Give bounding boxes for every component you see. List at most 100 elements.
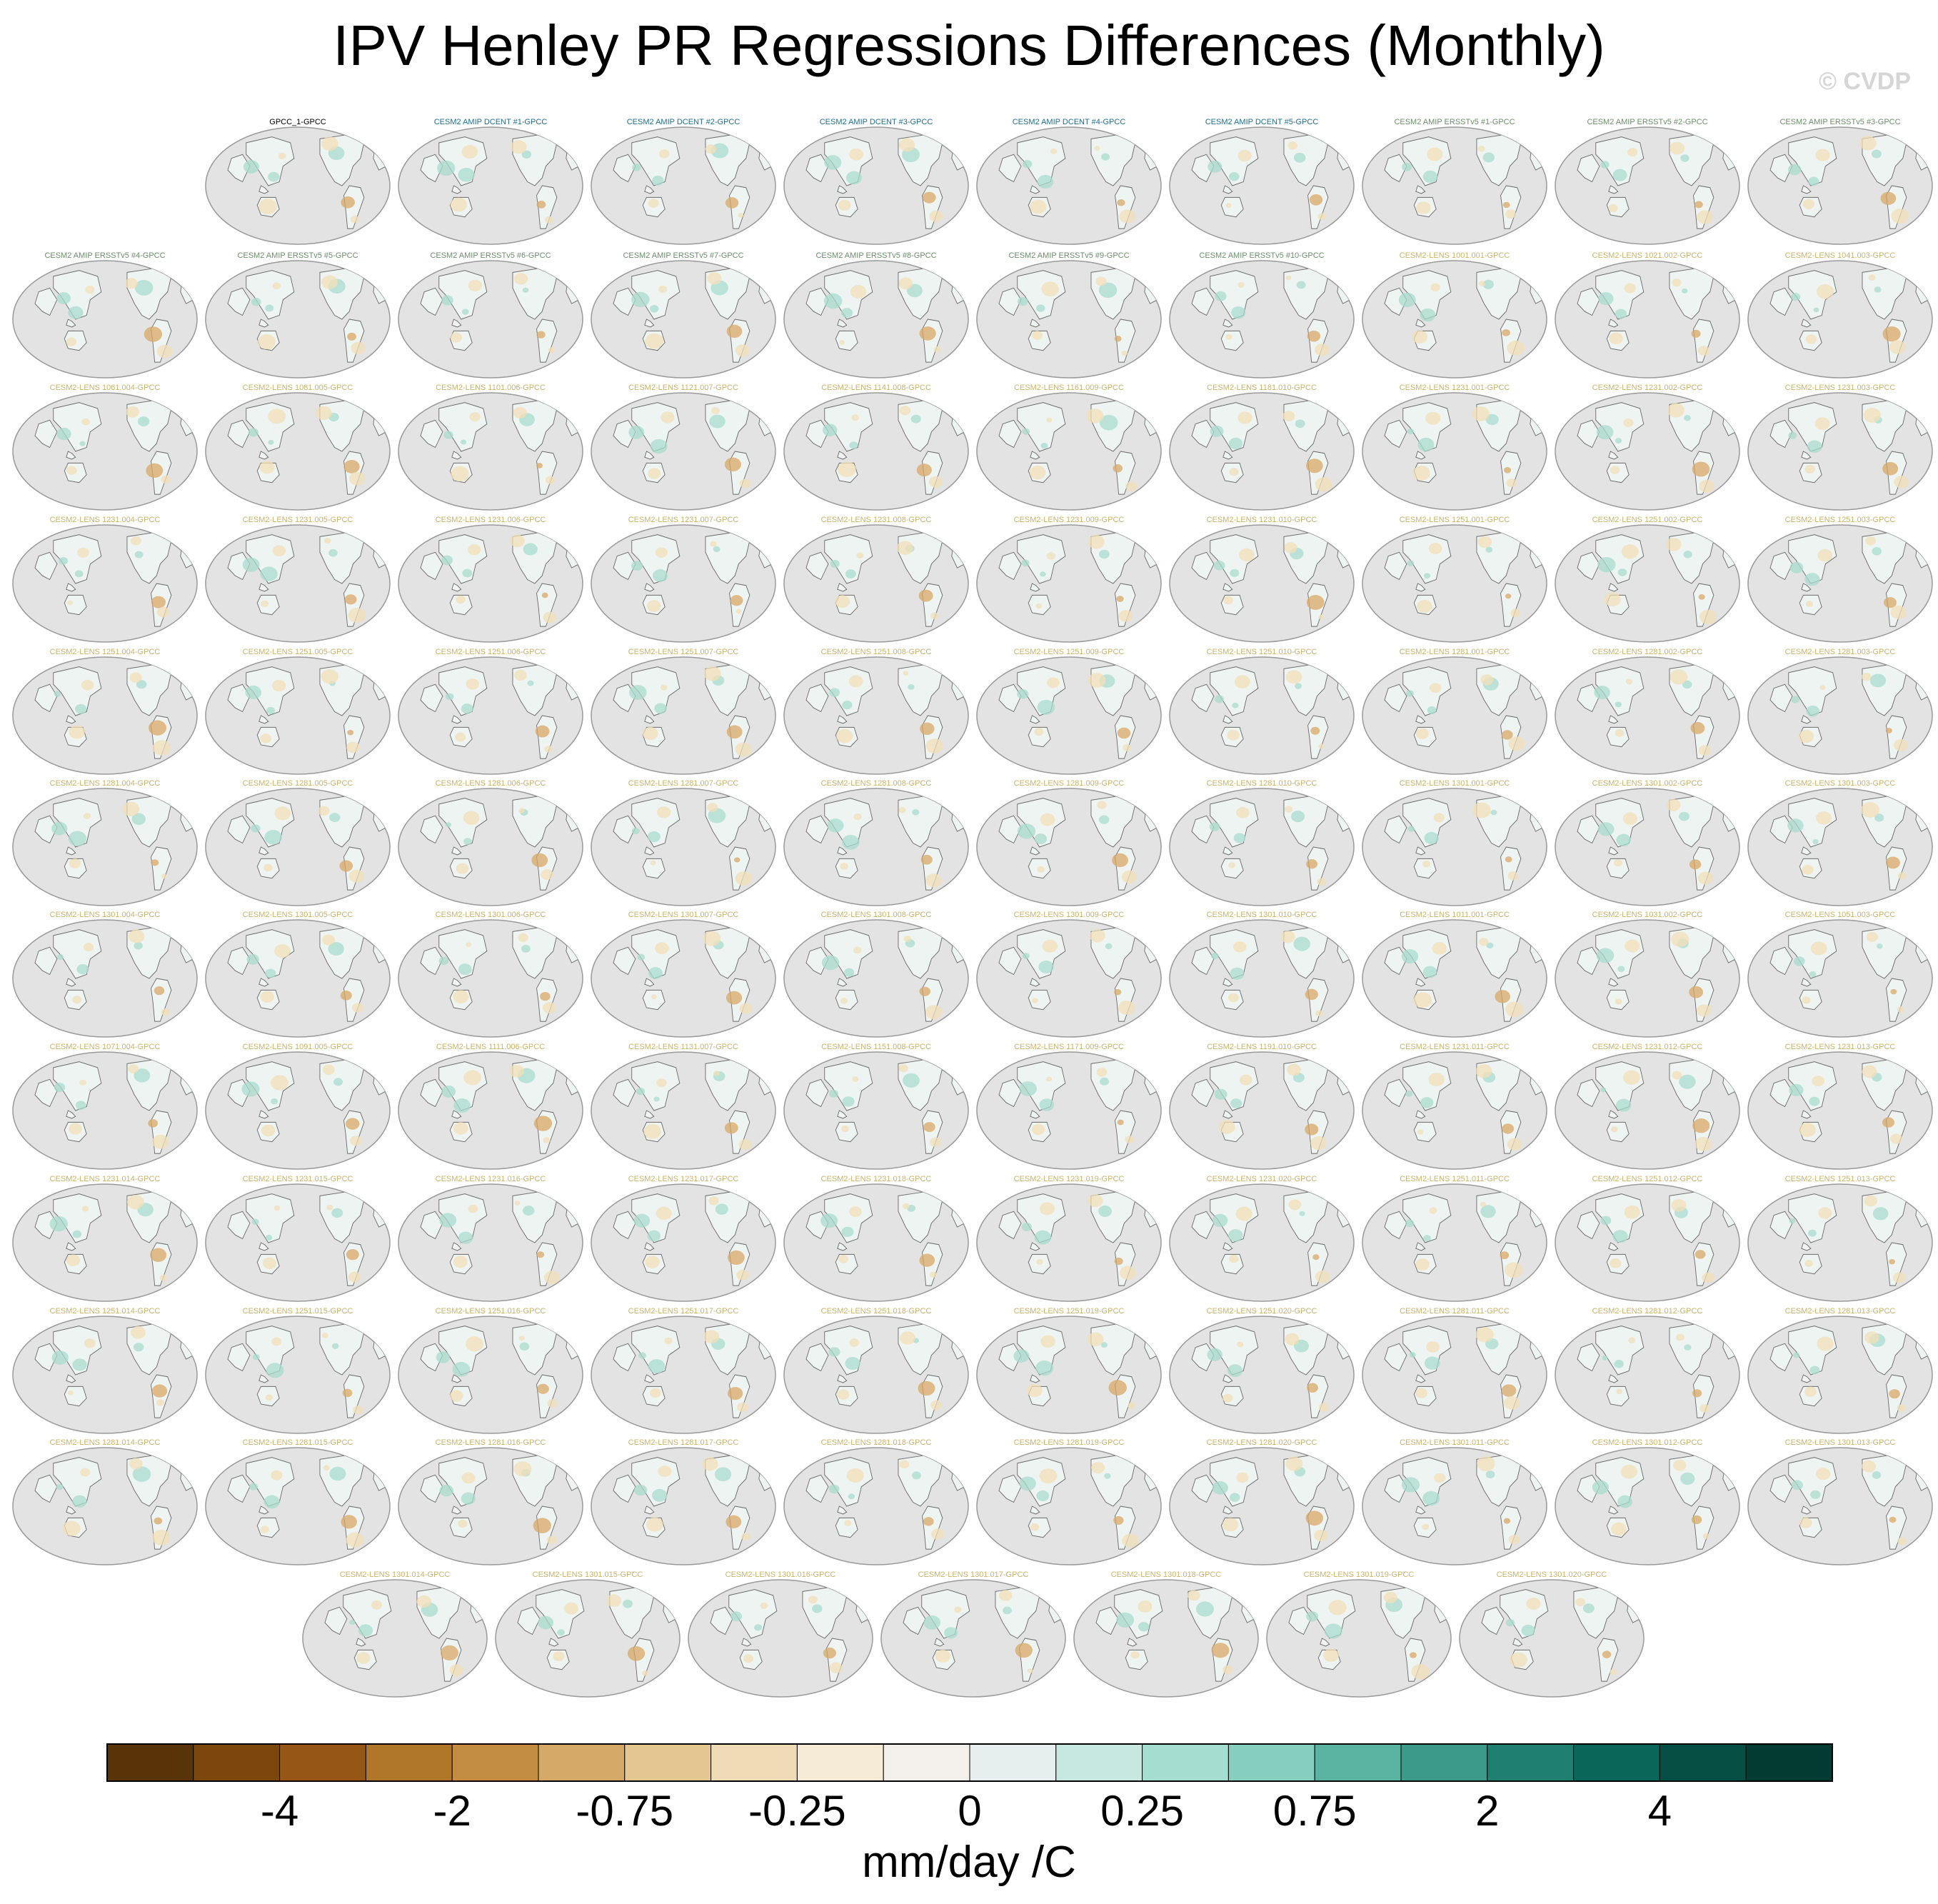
anomaly-patch xyxy=(66,337,77,346)
anomaly-patch xyxy=(1047,677,1060,688)
anomaly-patch xyxy=(1791,1480,1803,1490)
anomaly-patch xyxy=(1309,194,1323,206)
continent-outline xyxy=(1191,287,1215,316)
anomaly-patch xyxy=(852,1076,859,1082)
continent-outline xyxy=(824,270,873,320)
anomaly-patch xyxy=(553,1651,565,1661)
continent-outline xyxy=(1577,1343,1600,1372)
continent-outline xyxy=(1415,1242,1426,1251)
anomaly-patch xyxy=(1526,1598,1541,1610)
panel-title: CESM2-LENS 1231.005-GPCC xyxy=(243,516,353,524)
anomaly-patch xyxy=(853,813,862,821)
anomaly-patch xyxy=(159,1274,168,1281)
panel-title: CESM2-LENS 1301.008-GPCC xyxy=(821,911,932,919)
map-panel: CESM2-LENS 1251.011-GPCC xyxy=(1362,1175,1547,1302)
anomaly-patch xyxy=(1022,428,1030,435)
map-panel: CESM2-LENS 1301.010-GPCC xyxy=(1169,911,1355,1038)
continent-outline xyxy=(34,1078,58,1108)
anomaly-patch xyxy=(730,595,743,606)
anomaly-patch xyxy=(1871,149,1882,159)
anomaly-patch xyxy=(326,1204,333,1211)
anomaly-patch xyxy=(1239,548,1255,562)
anomaly-patch xyxy=(1233,833,1246,843)
anomaly-patch xyxy=(1237,411,1252,424)
anomaly-patch xyxy=(652,569,668,582)
anomaly-patch xyxy=(161,475,171,484)
continent-outline xyxy=(1577,419,1600,449)
anomaly-patch xyxy=(1602,1650,1612,1658)
anomaly-patch xyxy=(1597,822,1615,836)
anomaly-patch xyxy=(631,291,650,308)
anomaly-patch xyxy=(543,1271,560,1285)
anomaly-patch xyxy=(929,210,943,222)
anomaly-patch xyxy=(1237,281,1245,288)
continent-outline xyxy=(1608,1374,1619,1383)
panel-title: CESM2 AMIP ERSSTv5 #4-GPCC xyxy=(44,251,165,260)
anomaly-patch xyxy=(1501,1384,1517,1397)
anomaly-patch xyxy=(131,536,141,546)
anomaly-patch xyxy=(443,431,453,439)
anomaly-patch xyxy=(735,871,753,886)
anomaly-patch xyxy=(944,1627,958,1639)
anomaly-patch xyxy=(125,278,138,289)
colorbar-box xyxy=(1227,1743,1315,1782)
anomaly-patch xyxy=(656,1078,667,1088)
anomaly-patch xyxy=(900,1331,915,1345)
anomaly-patch xyxy=(1090,1461,1105,1474)
continent-outline xyxy=(1788,534,1837,584)
anomaly-patch xyxy=(623,1599,633,1608)
map-panel: CESM2-LENS 1251.013-GPCC xyxy=(1747,1175,1933,1302)
continent-outline xyxy=(1788,1193,1837,1243)
anomaly-patch xyxy=(1305,1510,1323,1526)
anomaly-patch xyxy=(148,1119,159,1128)
anomaly-patch xyxy=(80,1468,91,1477)
map-panel: CESM2-LENS 1281.005-GPCC xyxy=(205,779,391,906)
panel-title: CESM2-LENS 1231.011-GPCC xyxy=(1400,1043,1510,1051)
anomaly-patch xyxy=(1415,1388,1427,1398)
anomaly-patch xyxy=(264,830,282,845)
colorbar-tick-label: -0.25 xyxy=(748,1787,846,1835)
anomaly-patch xyxy=(358,1624,373,1637)
anomaly-patch xyxy=(760,1602,768,1609)
anomaly-patch xyxy=(736,1269,750,1281)
anomaly-patch xyxy=(248,1483,258,1490)
anomaly-patch xyxy=(49,1216,68,1232)
anomaly-patch xyxy=(69,858,81,868)
anomaly-patch xyxy=(1503,1518,1511,1524)
map-panel: CESM2-LENS 1281.018-GPCC xyxy=(783,1438,969,1565)
panel-title: CESM2-LENS 1281.019-GPCC xyxy=(1014,1438,1125,1447)
anomaly-patch xyxy=(1228,862,1235,868)
map-panel: GPCC_1-GPCC xyxy=(205,118,391,245)
map-panel: CESM2-LENS 1081.005-GPCC xyxy=(205,384,391,511)
anomaly-patch xyxy=(642,1670,648,1676)
anomaly-patch xyxy=(849,1206,862,1217)
anomaly-patch xyxy=(1495,990,1511,1003)
anomaly-patch xyxy=(466,942,472,948)
anomaly-patch xyxy=(1433,813,1445,823)
map-panel: CESM2-LENS 1101.006-GPCC xyxy=(398,384,583,511)
anomaly-patch xyxy=(245,685,262,700)
anomaly-patch xyxy=(527,680,534,686)
map-panel: CESM2-LENS 1251.008-GPCC xyxy=(783,648,969,775)
continent-outline xyxy=(1191,683,1215,713)
anomaly-patch xyxy=(1597,556,1616,573)
map-panel: CESM2-LENS 1301.017-GPCC xyxy=(880,1570,1066,1698)
map-panel: CESM2-LENS 1231.006-GPCC xyxy=(398,516,583,643)
continent-outline xyxy=(613,946,636,976)
anomaly-patch xyxy=(509,1064,524,1078)
anomaly-patch xyxy=(1810,1490,1821,1499)
map-panel: CESM2-LENS 1301.011-GPCC xyxy=(1362,1438,1547,1565)
anomaly-patch xyxy=(1039,1098,1055,1111)
anomaly-patch xyxy=(835,595,850,608)
anomaly-patch xyxy=(830,559,840,568)
panel-title: CESM2-LENS 1281.012-GPCC xyxy=(1592,1307,1703,1316)
anomaly-patch xyxy=(1802,199,1815,209)
anomaly-patch xyxy=(708,1196,719,1206)
anomaly-patch xyxy=(348,869,365,883)
anomaly-patch xyxy=(1890,1133,1902,1144)
anomaly-patch xyxy=(251,297,261,306)
continent-outline xyxy=(1886,1505,1907,1550)
anomaly-patch xyxy=(1798,730,1814,743)
panel-title: CESM2 AMIP DCENT #5-GPCC xyxy=(1205,118,1319,126)
anomaly-patch xyxy=(1862,1065,1877,1078)
